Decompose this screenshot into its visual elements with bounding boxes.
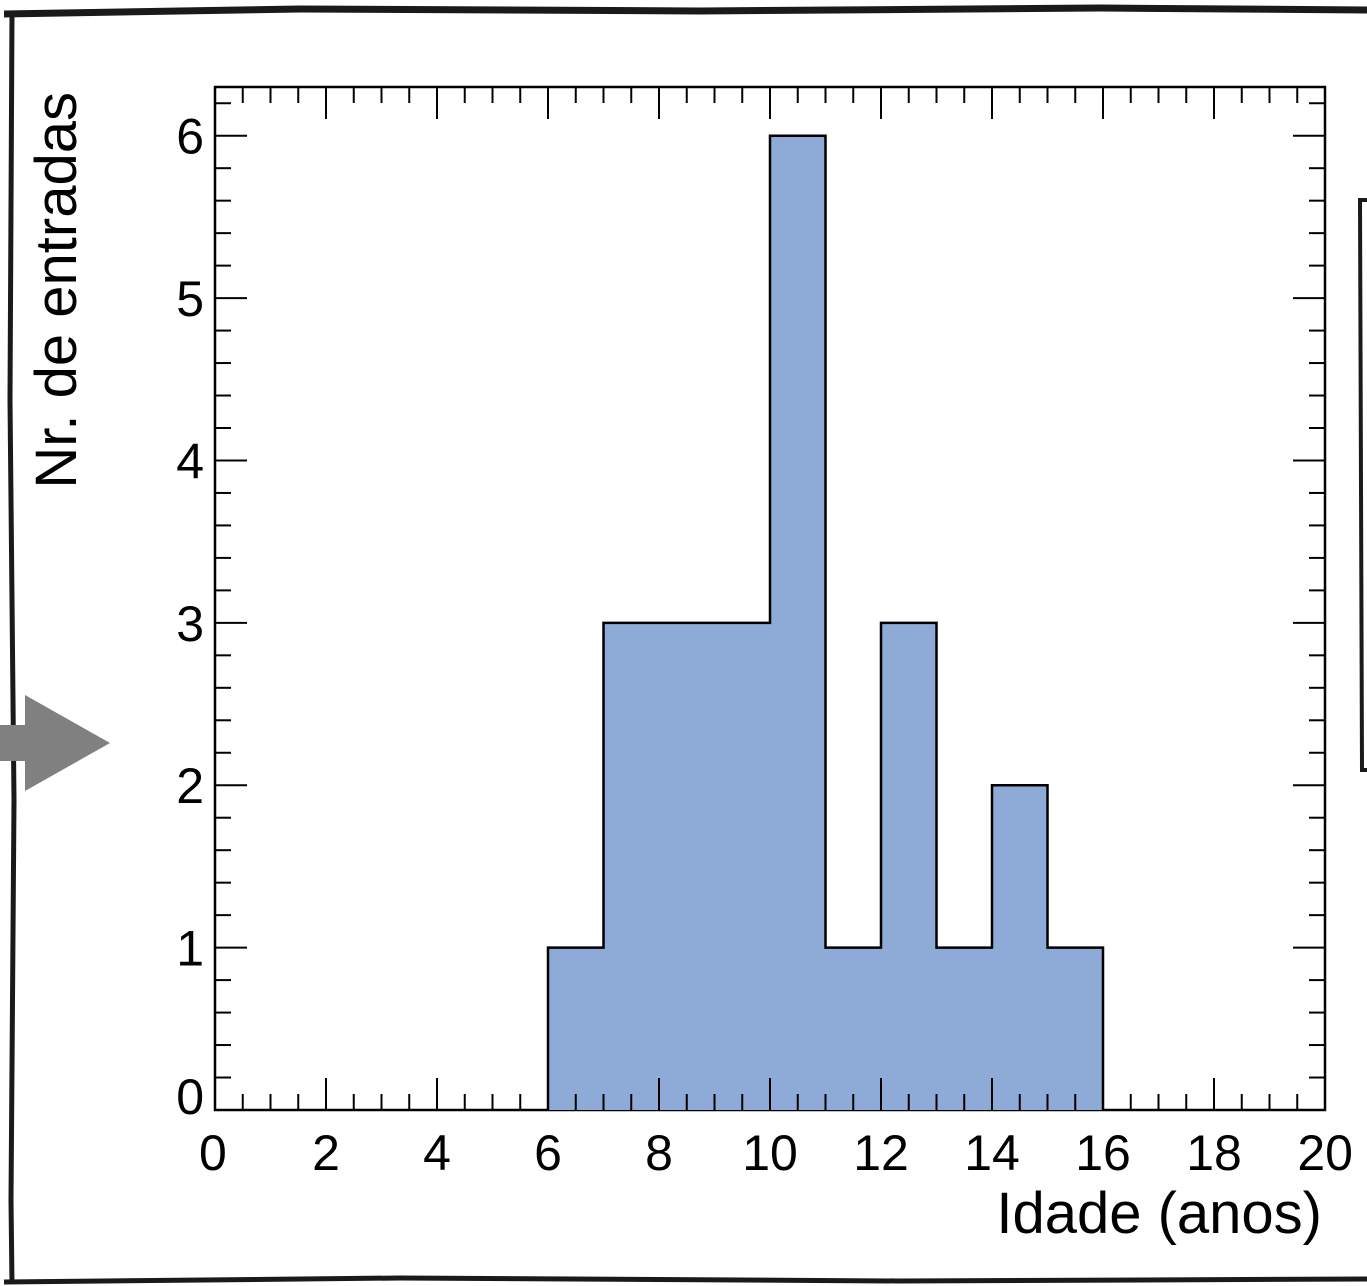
x-tick-label: 8 [645, 1125, 673, 1181]
x-tick-label: 4 [423, 1125, 451, 1181]
x-tick-label: 14 [964, 1125, 1020, 1181]
y-tick-labels: 0 1 2 3 4 5 6 [176, 109, 204, 1125]
x-tick-label: 18 [1186, 1125, 1242, 1181]
histogram-bar [1047, 947, 1103, 1110]
y-tick-label: 0 [176, 1069, 204, 1125]
histogram-bars [548, 135, 1103, 1110]
histogram-outline [546, 134, 1105, 1110]
y-tick-label: 5 [176, 271, 204, 327]
x-tick-label: 6 [534, 1125, 562, 1181]
x-tick-label: 10 [742, 1125, 798, 1181]
x-tick-label: 16 [1075, 1125, 1131, 1181]
x-tick-labels: 0 2 4 6 8 10 12 14 16 18 20 [199, 1125, 1353, 1181]
y-tick-label: 3 [176, 596, 204, 652]
x-tick-label: 0 [199, 1125, 227, 1181]
histogram-bar [825, 947, 881, 1110]
border-left [7, 13, 17, 1285]
histogram-bar [714, 622, 770, 1110]
histogram-bar [770, 135, 826, 1110]
histogram-bar [881, 622, 937, 1110]
histogram-bar [992, 785, 1048, 1110]
arrow-icon [0, 695, 110, 791]
x-tick-label: 12 [853, 1125, 909, 1181]
histogram-bar [936, 947, 992, 1110]
y-tick-label: 6 [176, 109, 204, 165]
y-tick-label: 1 [176, 921, 204, 977]
border-bottom [3, 1275, 1367, 1285]
y-tick-label: 2 [176, 758, 204, 814]
y-tick-label: 4 [176, 433, 204, 489]
sketch-border [3, 4, 1367, 1285]
x-axis-title: Idade (anos) [996, 1181, 1322, 1246]
border-top [3, 4, 1367, 18]
x-tick-label: 20 [1297, 1125, 1353, 1181]
histogram-bar [603, 622, 659, 1110]
adjacent-panel-edge [1357, 198, 1367, 772]
histogram-bar [548, 947, 604, 1110]
x-tick-label: 2 [312, 1125, 340, 1181]
axis-ticks [214, 87, 1326, 1111]
y-axis-title: Nr. de entradas [24, 92, 89, 489]
histogram-bar [659, 622, 715, 1110]
